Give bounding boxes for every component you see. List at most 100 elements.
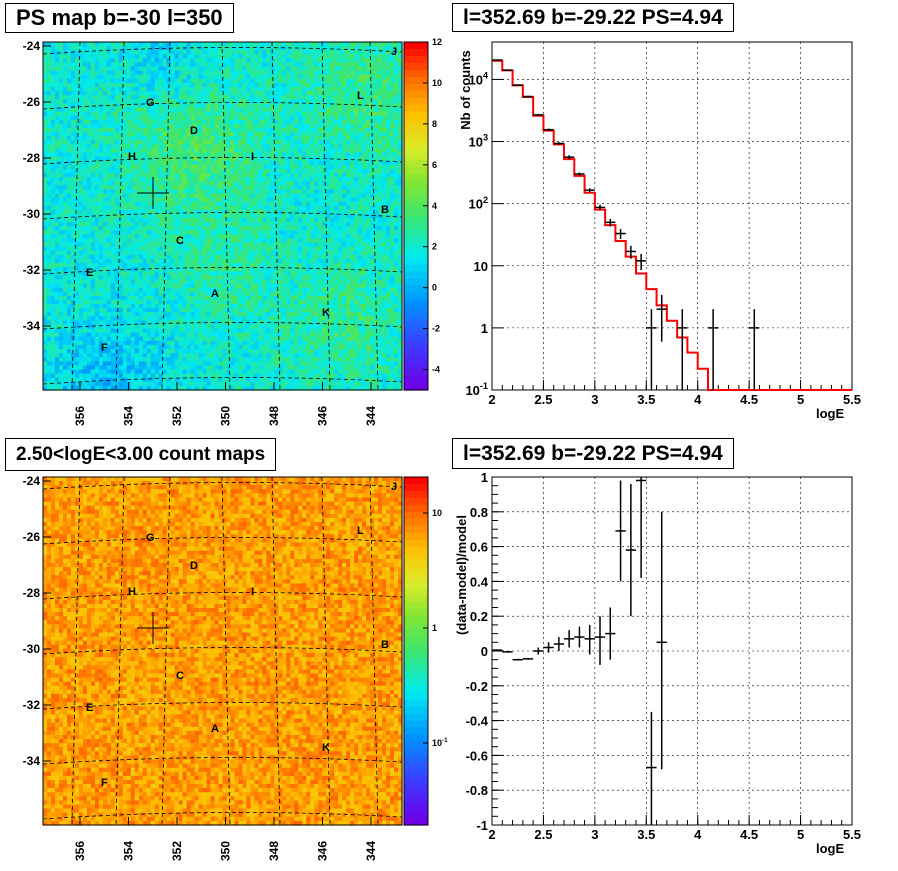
colorbar-label: 2 — [432, 242, 437, 252]
ps-colorbar: 12 10 8 6 4 2 0 -2 -4 — [403, 37, 442, 391]
map-grid-lat — [42, 592, 403, 600]
map-grid-lat — [42, 267, 403, 275]
map-xtick: 356 — [73, 841, 87, 861]
colorbar-label: 10 — [432, 78, 442, 88]
residual-ytick: -0.8 — [466, 783, 488, 798]
spectrum-xtick: 4 — [694, 392, 702, 407]
map-grid-lon — [271, 476, 281, 826]
colorbar-label: 10-1 — [432, 737, 448, 748]
spectrum-ytick: 102 — [468, 195, 488, 212]
spectrum-xtick: 3.5 — [637, 392, 655, 407]
br-title: l=352.69 b=-29.22 PS=4.94 — [452, 438, 734, 469]
map-label-i: I — [251, 151, 254, 163]
map-xtick: 352 — [170, 841, 184, 861]
map-ytick: -28 — [23, 586, 41, 600]
colorbar-label: 8 — [432, 119, 437, 129]
map-grid-lon — [221, 41, 231, 391]
tr-title: l=352.69 b=-29.22 PS=4.94 — [452, 3, 734, 32]
map-label-l: L — [357, 90, 364, 102]
residual-xtick: 2 — [488, 827, 495, 842]
map-label-g: G — [146, 97, 155, 109]
residual-xtick: 4.5 — [740, 827, 758, 842]
map-xtick: 350 — [219, 406, 233, 426]
residual-ytick: -1 — [476, 818, 488, 833]
map-grid-lon — [115, 476, 125, 826]
ps-map: J L G D H I B C E A K F -24 -26 -28 -30 -32 -34 356 354 352 3… — [23, 39, 403, 426]
map-label-e: E — [86, 267, 93, 279]
map-label-l: L — [357, 525, 364, 537]
map-ytick: -24 — [23, 39, 41, 53]
spectrum-ytick: 10-1 — [465, 381, 488, 398]
residual-xtick: 2.5 — [534, 827, 552, 842]
spectrum-ytick: 1 — [481, 321, 488, 336]
map-grid-lon — [369, 41, 379, 391]
map-grid-lat — [42, 377, 403, 385]
map-grid-lat — [42, 757, 403, 765]
map-label-b: B — [381, 639, 389, 651]
residual-ytick: 0.4 — [470, 574, 489, 589]
map-grid-lat — [42, 47, 403, 55]
map-grid-lon — [71, 41, 81, 391]
map-xtick: 354 — [122, 406, 136, 426]
map-xtick: 352 — [170, 406, 184, 426]
spectrum-xtick: 5.5 — [843, 392, 861, 407]
map-grid-lat — [42, 157, 403, 165]
map-grid-lon — [369, 476, 379, 826]
map-grid-lat — [42, 647, 403, 655]
map-ytick: -34 — [23, 754, 41, 768]
map-xtick: 350 — [219, 841, 233, 861]
map-xtick: 354 — [122, 841, 136, 861]
map-grid-lon — [115, 41, 125, 391]
residual-ytick: 0.8 — [470, 505, 488, 520]
colorbar-label: 0 — [432, 283, 437, 293]
map-grid-lat — [42, 212, 403, 220]
map-label-k: K — [322, 307, 330, 319]
map-xtick: 356 — [73, 406, 87, 426]
colorbar-label: -4 — [432, 365, 440, 375]
map-label-a: A — [211, 723, 219, 735]
map-grid-lon — [161, 476, 171, 826]
map-label-j: J — [391, 46, 397, 58]
map-label-i: I — [251, 586, 254, 598]
map-label-d: D — [190, 560, 198, 572]
map-grid — [42, 476, 403, 826]
map-label-f: F — [101, 342, 108, 354]
tl-title: PS map b=-30 l=350 — [5, 3, 234, 33]
spectrum-xtick: 2 — [488, 392, 495, 407]
residual-xtick: 3 — [591, 827, 598, 842]
residual-ytick: -0.4 — [466, 714, 489, 729]
map-ytick: -30 — [23, 207, 41, 221]
spectrum-ytick: 10 — [474, 259, 488, 274]
residual-xlabel: logE — [816, 841, 844, 856]
map-label-j: J — [391, 481, 397, 493]
map-ytick: -30 — [23, 642, 41, 656]
colorbar-frame — [403, 476, 429, 826]
map-frame — [42, 476, 403, 826]
map-label-e: E — [86, 702, 93, 714]
map-label-f: F — [101, 777, 108, 789]
map-label-h: H — [128, 151, 136, 163]
colorbar-frame — [403, 41, 429, 391]
map-grid-lat — [42, 102, 403, 110]
residual-xtick: 5.5 — [843, 827, 861, 842]
count-colorbar: 10 1 10-1 — [403, 476, 448, 826]
map-ytick: -26 — [23, 530, 41, 544]
spectrum-plot: 2 2.5 3 3.5 4 4.5 5 5.5 10-1 1 10 102 103 104 logE Nb o… — [458, 41, 861, 421]
map-grid-lon — [321, 41, 331, 391]
spectrum-xtick: 5 — [797, 392, 804, 407]
spectrum-grid — [491, 42, 853, 390]
map-frame — [42, 41, 403, 391]
map-label-b: B — [381, 204, 389, 216]
map-grid-lat — [42, 812, 403, 820]
map-grid-lon — [221, 476, 231, 826]
colorbar-label: 12 — [432, 37, 442, 47]
spectrum-ytick: 104 — [468, 71, 488, 88]
colorbar-label: 6 — [432, 160, 437, 170]
residual-ytick: 1 — [481, 470, 488, 485]
map-grid-lat — [42, 482, 403, 490]
map-ytick: -24 — [23, 474, 41, 488]
residual-ytick: 0 — [481, 644, 488, 659]
map-grid-lat — [42, 322, 403, 330]
map-xtick: 346 — [316, 841, 330, 861]
